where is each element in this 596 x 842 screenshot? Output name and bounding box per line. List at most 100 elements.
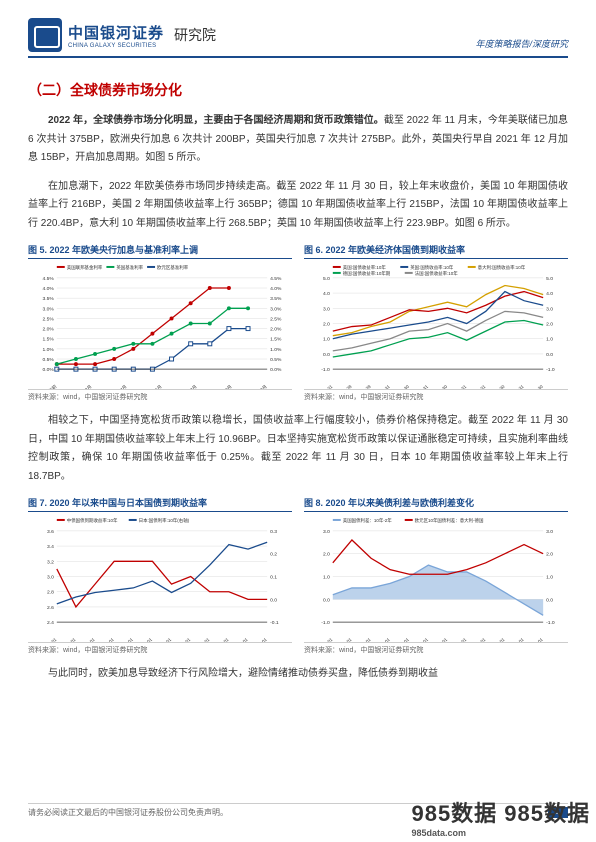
svg-text:20-10-01: 20-10-01 [374,637,391,642]
svg-text:21-12-31: 21-12-31 [317,384,334,389]
svg-text:22-09-30: 22-09-30 [489,384,506,389]
svg-text:20-01-01: 20-01-01 [41,637,58,642]
svg-text:5.0: 5.0 [546,276,553,282]
logo-icon [28,18,62,52]
section-title: （二）全球债券市场分化 [28,80,568,100]
chart7-source: 资料来源：wind，中国银河证券研究院 [28,645,292,655]
para1-bold: 2022 年，全球债券市场分化明显，主要由于各国经济周期和货币政策错位。 [48,115,384,126]
company-name-cn: 中国银河证券 [68,22,164,43]
svg-text:4.0%: 4.0% [43,286,55,292]
svg-text:1.0: 1.0 [323,575,330,581]
svg-text:20-04-01: 20-04-01 [60,637,77,642]
svg-text:3.4: 3.4 [47,544,54,550]
svg-text:12月: 12月 [257,384,268,389]
svg-text:2.5%: 2.5% [270,316,282,322]
svg-text:-1.0: -1.0 [321,620,330,626]
svg-text:8月: 8月 [189,384,198,389]
svg-text:法国:国债收益率:10年: 法国:国债收益率:10年 [415,270,459,277]
svg-text:3.0: 3.0 [47,575,54,581]
svg-text:2.0: 2.0 [323,322,330,328]
paragraph-1: 2022 年，全球债券市场分化明显，主要由于各国经济周期和货币政策错位。截至 2… [28,112,568,168]
svg-text:英国:国债收益率:10年: 英国:国债收益率:10年 [410,264,454,271]
svg-text:2月: 2月 [84,384,93,389]
svg-text:22-03-31: 22-03-31 [374,384,391,389]
svg-text:22-10-31: 22-10-31 [508,384,525,389]
chart6-area: -1.00.01.02.03.04.05.0-1.00.01.02.03.04.… [304,262,568,390]
watermark: 985数据 985数据 985data.com [411,796,590,838]
svg-text:英国基准利率: 英国基准利率 [116,264,143,271]
svg-text:20-10-01: 20-10-01 [98,637,115,642]
chart7-area: 2.42.62.83.03.23.43.6-0.10.00.10.20.320-… [28,515,292,643]
svg-text:1.5%: 1.5% [270,337,282,343]
paragraph-4: 与此同时，欧美加息导致经济下行风险增大，避险情绪推动债券买盘，降低债券到期收益 [28,665,568,684]
svg-text:5.0: 5.0 [323,276,330,282]
svg-text:22-11-30: 22-11-30 [527,384,544,389]
svg-text:年初: 年初 [47,383,59,389]
institute-label: 研究院 [174,25,216,45]
svg-text:4.0: 4.0 [323,291,330,297]
svg-text:20-07-01: 20-07-01 [79,637,96,642]
svg-text:美国联邦基金利率: 美国联邦基金利率 [67,264,103,271]
svg-text:0.0: 0.0 [323,597,330,603]
watermark-main: 985数据 985数据 [411,801,590,826]
svg-text:4.5%: 4.5% [270,276,282,282]
svg-text:20-07-01: 20-07-01 [355,637,372,642]
chart5-area: 0.0%0.5%1.0%1.5%2.0%2.5%3.0%3.5%4.0%4.5%… [28,262,292,390]
svg-text:日本:国债利率:10年(右轴): 日本:国债利率:10年(右轴) [139,517,190,524]
svg-text:0.0: 0.0 [546,352,553,358]
svg-text:意大利:国债收益率:10年: 意大利:国债收益率:10年 [478,264,526,271]
svg-text:22-01-01: 22-01-01 [470,637,487,642]
svg-text:0.0%: 0.0% [43,367,55,373]
svg-text:0.0%: 0.0% [270,367,282,373]
svg-text:2.5%: 2.5% [43,316,55,322]
svg-text:德国:国债收益率:10年期: 德国:国债收益率:10年期 [343,270,391,277]
svg-text:0.1: 0.1 [270,575,277,581]
svg-text:22-10-01: 22-10-01 [527,637,544,642]
svg-text:4.0%: 4.0% [270,286,282,292]
svg-text:2.6: 2.6 [47,605,54,611]
svg-text:欧元区基准利率: 欧元区基准利率 [157,264,189,271]
svg-text:10月: 10月 [222,384,233,389]
svg-text:22-07-31: 22-07-31 [450,384,467,389]
svg-text:2.4: 2.4 [47,620,54,626]
report-type: 年度策略报告/深度研究 [475,37,568,52]
chart8-area: -1.00.01.02.03.0-1.00.01.02.03.020-01-01… [304,515,568,643]
svg-text:4月: 4月 [119,384,128,389]
company-name-en: CHINA GALAXY SECURITIES [68,43,164,49]
svg-text:22-04-01: 22-04-01 [213,637,230,642]
svg-text:中债国债到期收益率:10年: 中债国债到期收益率:10年 [67,517,118,524]
svg-text:21-01-01: 21-01-01 [117,637,134,642]
watermark-sub: 985data.com [411,828,590,838]
svg-text:0.2: 0.2 [270,552,277,558]
svg-text:0.0: 0.0 [323,352,330,358]
svg-text:1.0: 1.0 [546,337,553,343]
svg-text:22-07-01: 22-07-01 [232,637,249,642]
svg-text:美国国债利差：10年-2年: 美国国债利差：10年-2年 [343,517,393,524]
svg-text:2.0%: 2.0% [270,327,282,333]
paragraph-3: 相较之下，中国坚持宽松货币政策以稳增长，国债收益率上行幅度较小，债券价格保持稳定… [28,412,568,486]
svg-text:3.0%: 3.0% [43,306,55,312]
svg-text:20-04-01: 20-04-01 [336,637,353,642]
page-header: 中国银河证券 CHINA GALAXY SECURITIES 研究院 年度策略报… [28,18,568,58]
svg-text:-1.0: -1.0 [546,620,555,626]
svg-text:2.8: 2.8 [47,590,54,596]
svg-text:22-04-30: 22-04-30 [393,384,410,389]
svg-text:21-04-01: 21-04-01 [136,637,153,642]
logo-block: 中国银河证券 CHINA GALAXY SECURITIES 研究院 [28,18,216,52]
svg-text:0.0: 0.0 [546,597,553,603]
svg-text:-1.0: -1.0 [546,367,555,373]
svg-text:0.3: 0.3 [270,529,277,535]
svg-text:22-05-31: 22-05-31 [412,384,429,389]
svg-text:21-10-01: 21-10-01 [450,637,467,642]
svg-text:3.2: 3.2 [47,559,54,565]
svg-text:21-04-01: 21-04-01 [412,637,429,642]
chart6-source: 资料来源：wind，中国银河证券研究院 [304,392,568,402]
svg-text:0.5%: 0.5% [43,357,55,363]
svg-text:1.0%: 1.0% [270,347,282,353]
svg-text:3.0: 3.0 [323,306,330,312]
svg-text:21-10-01: 21-10-01 [174,637,191,642]
svg-text:3.6: 3.6 [47,529,54,535]
svg-text:6月: 6月 [154,384,163,389]
disclaimer: 请务必阅读正文最后的中国银河证券股份公司免责声明。 [28,807,228,818]
svg-text:2.0: 2.0 [323,552,330,558]
